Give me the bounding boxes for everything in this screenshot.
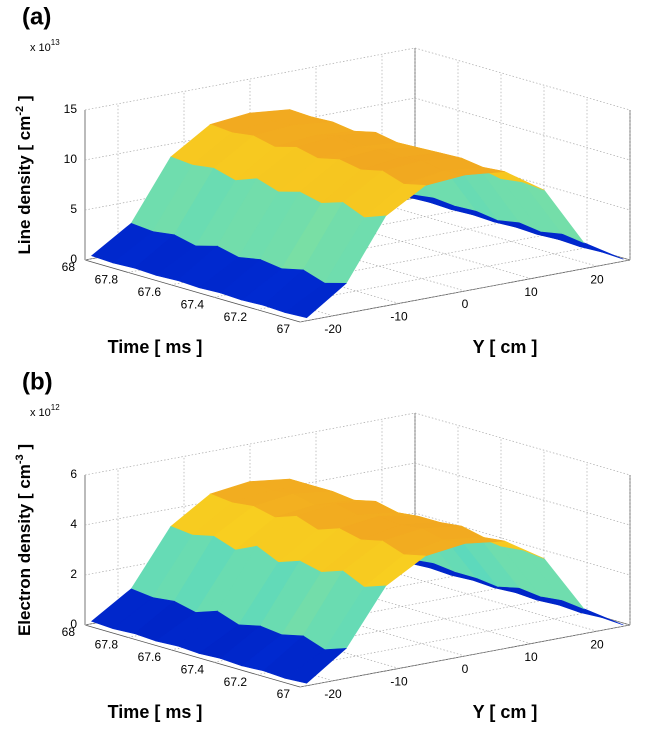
y-tick-label: -20 xyxy=(324,687,342,701)
y-tick-label: 10 xyxy=(524,650,538,664)
z-tick-label: 0 xyxy=(70,617,77,631)
x-tick-label: 67.6 xyxy=(138,650,162,664)
x-tick-label: 67.4 xyxy=(181,662,205,676)
z-tick-label: 5 xyxy=(70,202,77,216)
z-label-end: ] xyxy=(15,95,34,105)
z-tick-label: 15 xyxy=(64,102,78,116)
z-label-sup: -2 xyxy=(14,106,26,116)
z-tick-label: 0 xyxy=(70,252,77,266)
scale-label: x 1013 xyxy=(30,38,60,54)
grid-line xyxy=(414,147,631,211)
z-label-sup: -3 xyxy=(14,454,26,464)
z-label-text: Line density [ cm xyxy=(15,116,34,255)
grid-line xyxy=(414,462,631,526)
x-tick-label: 67.6 xyxy=(138,285,162,299)
box-edge xyxy=(84,624,301,688)
grid-line xyxy=(414,47,631,111)
x-axis-label: Time [ ms ] xyxy=(108,337,203,357)
x-tick-label: 67.2 xyxy=(224,310,248,324)
x-tick-label: 67 xyxy=(277,687,291,701)
y-tick-label: -10 xyxy=(390,675,408,689)
y-tick-label: -10 xyxy=(390,310,408,324)
y-tick-label: 20 xyxy=(590,637,604,651)
y-axis-label: Y [ cm ] xyxy=(473,702,538,722)
y-tick-label: 20 xyxy=(590,272,604,286)
y-tick-label: -20 xyxy=(324,322,342,336)
z-label-end: ] xyxy=(15,444,34,454)
surface-patch xyxy=(284,282,347,319)
z-axis-label: Electron density [ cm-3 ] xyxy=(14,444,35,636)
x-tick-label: 68 xyxy=(62,625,76,639)
z-tick-label: 6 xyxy=(70,467,77,481)
scale-base: x 10 xyxy=(30,407,51,419)
panel-label: (b) xyxy=(22,368,53,395)
z-label-text: Electron density [ cm xyxy=(15,464,34,636)
scale-base: x 10 xyxy=(30,42,51,54)
surface-patch xyxy=(284,647,348,684)
x-tick-label: 67.8 xyxy=(95,638,119,652)
y-tick-label: 0 xyxy=(462,297,469,311)
x-axis-label: Time [ ms ] xyxy=(108,702,203,722)
y-tick-label: 0 xyxy=(462,662,469,676)
z-tick-label: 2 xyxy=(70,567,77,581)
grid-line xyxy=(414,512,631,576)
grid-line xyxy=(381,568,598,632)
grid-line xyxy=(381,203,598,267)
x-tick-label: 67.8 xyxy=(95,273,119,287)
grid-line xyxy=(414,412,631,476)
y-axis-label: Y [ cm ] xyxy=(473,337,538,357)
z-tick-label: 10 xyxy=(64,152,78,166)
x-tick-label: 67 xyxy=(277,322,291,336)
scale-exp: 12 xyxy=(51,403,60,412)
panel-label: (a) xyxy=(22,3,51,30)
z-tick-label: 4 xyxy=(70,517,77,531)
x-tick-label: 68 xyxy=(62,260,76,274)
x-tick-label: 67.4 xyxy=(181,297,205,311)
box-edge xyxy=(84,259,301,323)
scale-exp: 13 xyxy=(51,38,60,47)
z-axis-label: Line density [ cm-2 ] xyxy=(14,95,35,254)
y-tick-label: 10 xyxy=(524,285,538,299)
scale-label: x 1012 xyxy=(30,403,60,419)
grid-line xyxy=(414,97,631,161)
x-tick-label: 67.2 xyxy=(224,675,248,689)
